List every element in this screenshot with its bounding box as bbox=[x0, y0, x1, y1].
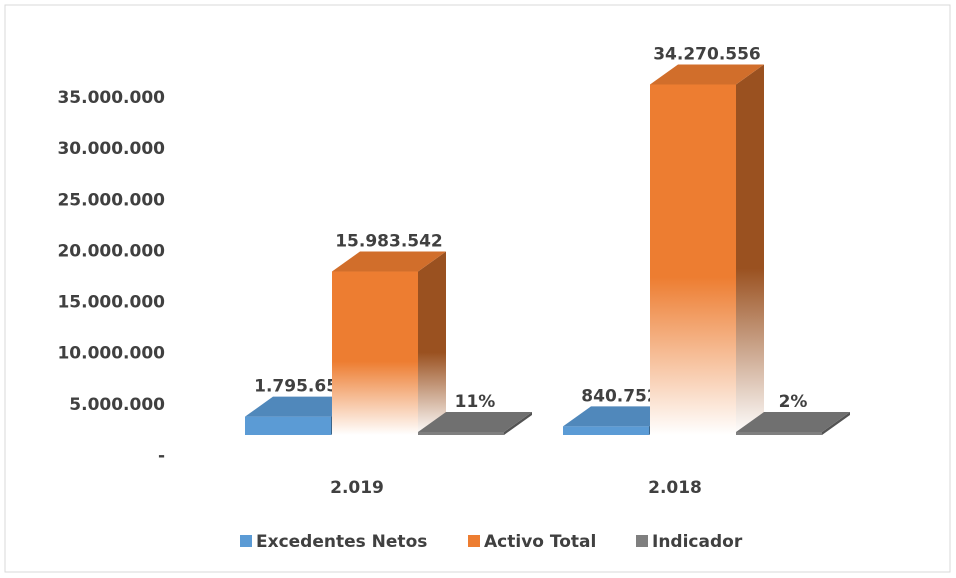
bar-front bbox=[245, 416, 331, 435]
bar bbox=[418, 412, 532, 435]
bar-top bbox=[563, 406, 677, 427]
bar bbox=[332, 251, 446, 435]
y-tick-label: 30.000.000 bbox=[57, 139, 165, 159]
bar-side bbox=[736, 64, 764, 435]
bar-side bbox=[822, 412, 850, 435]
legend-label: Excedentes Netos bbox=[256, 532, 427, 552]
legend-label: Indicador bbox=[652, 532, 743, 552]
bar-side bbox=[504, 412, 532, 435]
legend-swatch bbox=[240, 535, 252, 547]
bar-top bbox=[736, 412, 850, 432]
y-tick-label: 25.000.000 bbox=[57, 190, 165, 210]
bar bbox=[650, 64, 764, 435]
bar-top bbox=[245, 396, 359, 417]
data-label: 2% bbox=[779, 392, 808, 412]
y-tick-label: - bbox=[158, 446, 165, 466]
x-tick-label: 2.019 bbox=[330, 478, 384, 498]
y-tick-label: 15.000.000 bbox=[57, 293, 165, 313]
bar-front bbox=[332, 271, 418, 435]
bar-front bbox=[650, 84, 736, 435]
bar-top bbox=[418, 412, 532, 432]
legend-label: Activo Total bbox=[484, 532, 596, 552]
bar-top bbox=[332, 251, 446, 272]
bar-front bbox=[418, 432, 504, 435]
bar-front bbox=[736, 432, 822, 435]
y-tick-label: 10.000.000 bbox=[57, 344, 165, 364]
bar bbox=[736, 412, 850, 435]
data-label: 15.983.542 bbox=[335, 232, 443, 252]
data-label: 11% bbox=[455, 392, 496, 412]
y-tick-label: 35.000.000 bbox=[57, 88, 165, 108]
data-label: 34.270.556 bbox=[653, 44, 761, 64]
bar-top bbox=[650, 64, 764, 85]
y-tick-label: 20.000.000 bbox=[57, 241, 165, 261]
y-tick-label: 5.000.000 bbox=[69, 395, 165, 415]
legend-swatch bbox=[636, 535, 648, 547]
chart-border bbox=[4, 4, 951, 573]
data-label: 840.752 bbox=[581, 386, 658, 406]
x-tick-label: 2.018 bbox=[648, 478, 702, 498]
legend-swatch bbox=[468, 535, 480, 547]
bar-side bbox=[418, 251, 446, 435]
data-label: 1.795.651 bbox=[254, 377, 350, 397]
bar-front bbox=[563, 426, 649, 435]
